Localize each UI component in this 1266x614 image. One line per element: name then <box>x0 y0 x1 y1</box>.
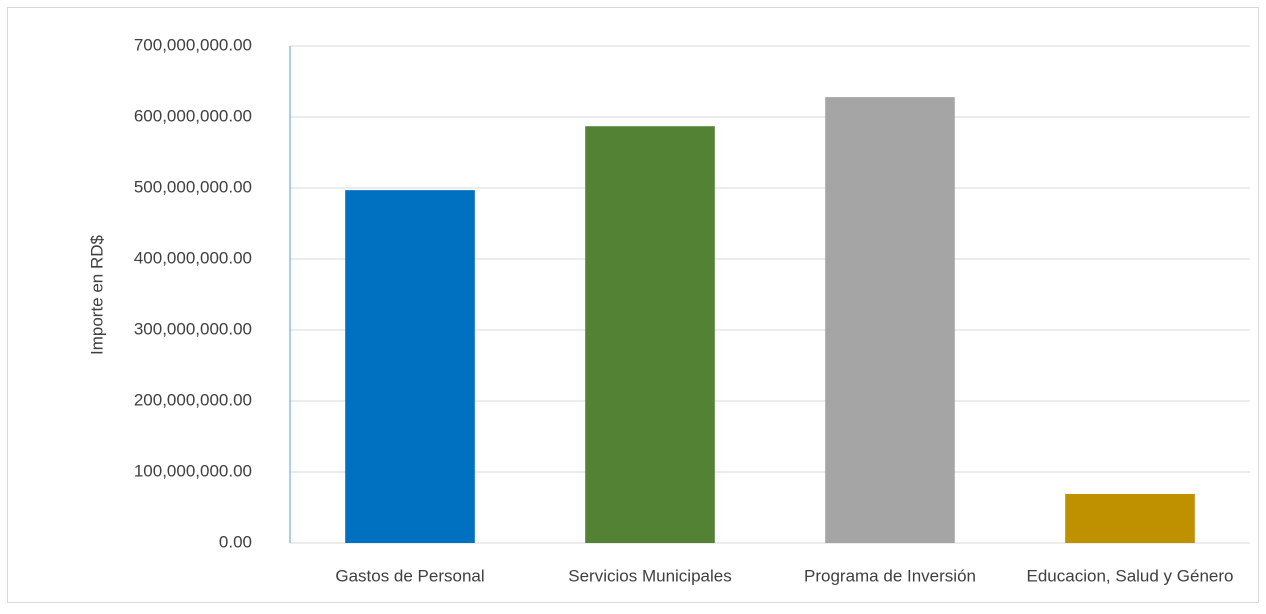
bar <box>825 97 955 544</box>
x-tick-label: Gastos de Personal <box>335 566 484 585</box>
y-tick-label: 300,000,000.00 <box>134 319 252 338</box>
bar <box>345 190 475 543</box>
y-tick-label: 0.00 <box>219 532 252 551</box>
bar <box>1065 494 1195 543</box>
x-tick-label: Educacion, Salud y Género <box>1027 566 1234 585</box>
y-tick-label: 500,000,000.00 <box>134 177 252 196</box>
x-tick-label: Programa de Inversión <box>804 566 976 585</box>
y-tick-label: 200,000,000.00 <box>134 390 252 409</box>
y-tick-label: 700,000,000.00 <box>134 35 252 54</box>
y-axis-label: Importe en RD$ <box>87 234 106 355</box>
y-tick-label: 100,000,000.00 <box>134 461 252 480</box>
y-tick-label: 400,000,000.00 <box>134 248 252 267</box>
x-tick-label: Servicios Municipales <box>568 566 731 585</box>
y-tick-label: 600,000,000.00 <box>134 106 252 125</box>
bar <box>585 126 715 543</box>
